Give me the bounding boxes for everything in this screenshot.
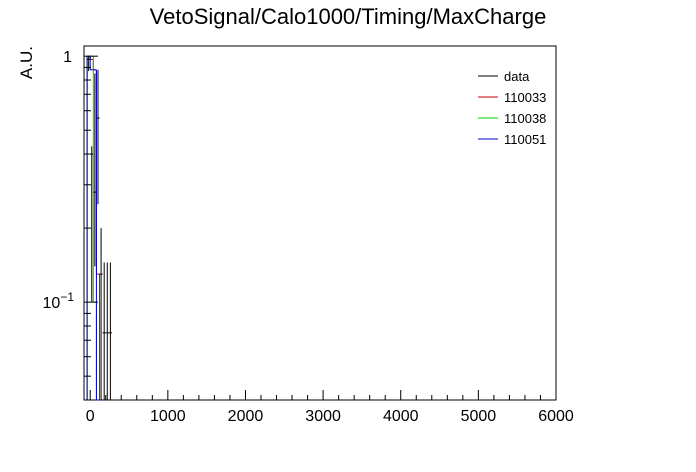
x-tick-label: 3000 xyxy=(305,408,341,425)
x-tick-label: 1000 xyxy=(150,408,186,425)
x-tick-label: 2000 xyxy=(228,408,264,425)
y-tick-label: 10−1 xyxy=(43,290,75,312)
legend-label: data xyxy=(504,69,530,84)
legend-label: 110033 xyxy=(504,90,546,105)
data-point xyxy=(87,56,91,72)
x-tick-label: 4000 xyxy=(383,408,419,425)
data-point xyxy=(105,262,109,400)
chart-title: VetoSignal/Calo1000/Timing/MaxCharge xyxy=(150,4,547,29)
x-tick-label: 0 xyxy=(86,408,95,425)
legend-entry-data: data xyxy=(478,69,530,84)
data-point xyxy=(93,73,97,267)
legend-entry-110051: 110051 xyxy=(478,132,546,147)
legend: data 110033 110038 110051 xyxy=(478,69,546,147)
legend-label: 110038 xyxy=(504,111,546,126)
legend-label: 110051 xyxy=(504,132,546,147)
legend-entry-110038: 110038 xyxy=(478,111,546,126)
series-layer xyxy=(86,55,101,401)
data-point xyxy=(96,69,100,205)
x-tick-label: 5000 xyxy=(461,408,497,425)
x-axis: 0 1000 2000 3000 4000 5000 6000 xyxy=(86,390,574,425)
data-points-layer xyxy=(87,56,112,400)
plot-frame xyxy=(83,45,557,401)
data-point xyxy=(102,262,106,400)
y-axis: 10−1 1 xyxy=(43,49,98,401)
data-point xyxy=(99,228,103,400)
legend-entry-110033: 110033 xyxy=(478,90,546,105)
x-tick-label: 6000 xyxy=(538,408,574,425)
y-tick-label: 1 xyxy=(63,49,72,66)
data-point xyxy=(108,262,112,400)
y-axis-label: A.U. xyxy=(17,46,36,79)
